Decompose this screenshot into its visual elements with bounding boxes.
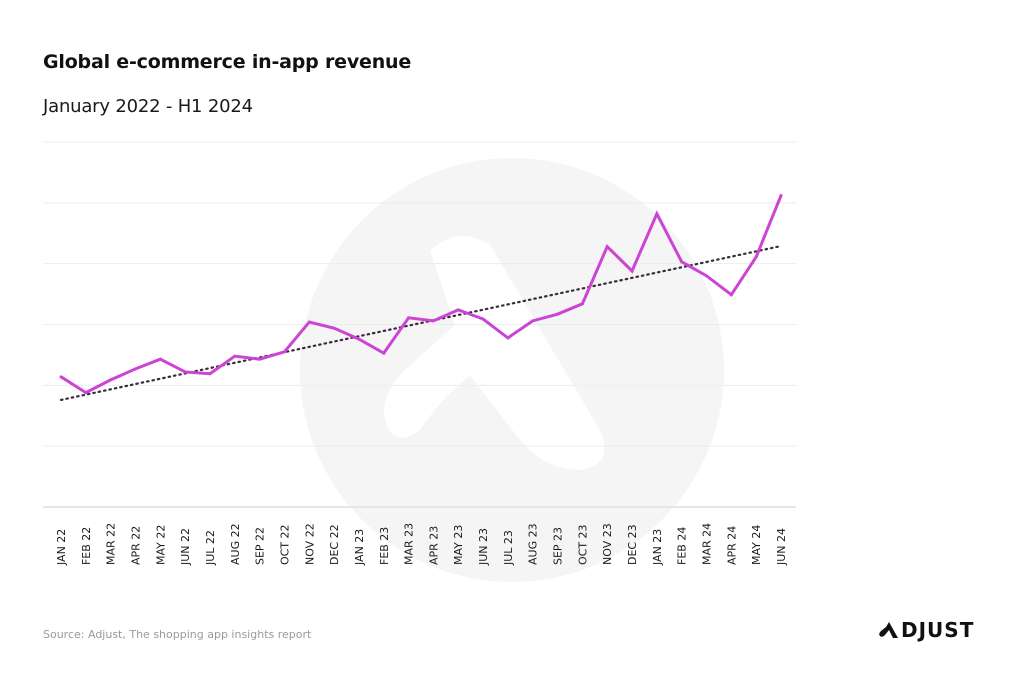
data-point (282, 350, 286, 354)
series (59, 194, 783, 395)
chart-title: Global e-commerce in-app revenue (43, 51, 412, 73)
x-tick-label: JUL 23 (502, 530, 515, 566)
trendline-path (59, 244, 783, 402)
grid (43, 141, 796, 508)
data-point (208, 372, 212, 376)
series-line (60, 194, 783, 395)
x-tick-label: MAR 23 (403, 523, 416, 565)
x-tick-label: MAY 22 (154, 525, 167, 565)
data-point (59, 375, 63, 379)
data-point (729, 293, 733, 297)
data-point (109, 378, 113, 382)
brand-text: DJUST (901, 618, 975, 642)
data-point (233, 354, 237, 358)
x-tick-label: NOV 22 (303, 523, 316, 565)
x-tick-label: AUG 22 (229, 523, 242, 565)
data-point (506, 336, 510, 340)
x-tick-label: OCT 23 (576, 524, 589, 565)
x-tick-label: APR 24 (725, 526, 738, 565)
x-tick-label: OCT 22 (278, 524, 291, 565)
x-tick-label: JAN 23 (651, 529, 664, 566)
x-tick-label: FEB 23 (378, 527, 391, 565)
x-tick-label: MAY 23 (452, 525, 465, 565)
data-point (531, 319, 535, 323)
x-tick-label: JUN 23 (477, 528, 490, 566)
data-point (705, 274, 709, 278)
data-point (382, 351, 386, 355)
x-tick-label: JAN 23 (353, 529, 366, 566)
x-tick-label: DEC 22 (328, 524, 341, 565)
data-point (431, 319, 435, 323)
adjust-logo-icon (879, 622, 898, 638)
data-point (258, 357, 262, 361)
data-point (580, 302, 584, 306)
x-axis-ticks: JAN 22 FEB 22 MAR 22 APR 22 MAY 22 JUN 22 JUL … (55, 523, 788, 566)
data-point (556, 312, 560, 316)
data-point (407, 316, 411, 320)
watermark-a-shape (384, 236, 605, 470)
data-point (481, 317, 485, 321)
x-tick-label: AUG 23 (527, 523, 540, 565)
x-tick-label: JUN 22 (179, 528, 192, 566)
x-tick-label: JUN 24 (775, 528, 788, 566)
data-point (357, 337, 361, 341)
data-point (133, 367, 137, 371)
x-tick-label: FEB 24 (676, 527, 689, 565)
data-point (158, 357, 162, 361)
trendline (59, 244, 783, 402)
x-tick-label: APR 22 (129, 526, 142, 565)
data-point (754, 255, 758, 259)
x-tick-label: NOV 23 (601, 523, 614, 565)
x-tick-label: FEB 22 (80, 527, 93, 565)
data-point (84, 391, 88, 395)
x-tick-label: MAR 24 (701, 523, 714, 565)
data-point (630, 269, 634, 273)
x-tick-label: APR 23 (427, 526, 440, 565)
x-tick-label: SEP 23 (552, 527, 565, 565)
x-tick-label: DEC 23 (626, 524, 639, 565)
x-tick-label: MAY 24 (750, 525, 763, 565)
data-point (456, 308, 460, 312)
data-point (332, 326, 336, 330)
data-point (605, 245, 609, 249)
x-tick-label: SEP 22 (254, 527, 267, 565)
x-tick-label: JAN 22 (55, 529, 68, 566)
data-point (680, 260, 684, 264)
data-point (307, 320, 311, 324)
brand-logo: DJUST (878, 618, 974, 642)
data-point (779, 194, 783, 198)
x-tick-label: MAR 22 (105, 523, 118, 565)
source-note: Source: Adjust, The shopping app insight… (43, 628, 312, 641)
x-tick-label: JUL 22 (204, 530, 217, 566)
chart-subtitle: January 2022 - H1 2024 (43, 96, 253, 117)
data-point (183, 370, 187, 374)
data-point (655, 212, 659, 216)
